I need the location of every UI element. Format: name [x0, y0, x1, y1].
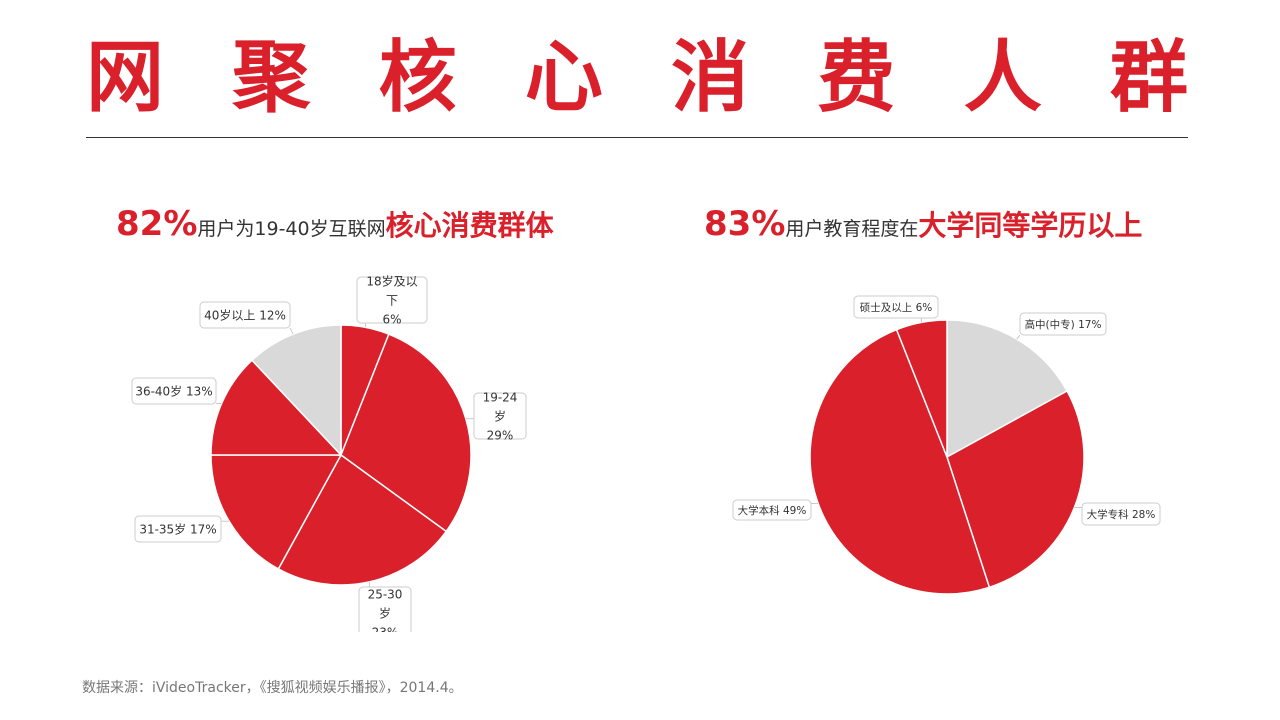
- pie-slice: [946, 319, 1069, 459]
- data-label: 硕士及以上 6%: [860, 301, 933, 314]
- data-label-box: [131, 377, 217, 405]
- data-label-box: [732, 499, 812, 521]
- pie-chart: 高中(中专) 17% 大学专科 28% 大学本科 49% 硕士及以上 6%: [732, 295, 1161, 595]
- leader-line: [1016, 334, 1021, 340]
- data-label: 40岁以上 12%: [204, 307, 286, 322]
- education-headline: 83% 用户教育程度在 大学同等学历以上: [704, 204, 1142, 254]
- data-label-box: [853, 295, 939, 319]
- data-label-box: [358, 586, 412, 632]
- data-label-box: [356, 276, 428, 324]
- data-label-box: [1019, 312, 1107, 336]
- age-headline-percent: 82%: [116, 204, 198, 244]
- data-label: 36-40岁 13%: [135, 383, 212, 398]
- pie-slice: [340, 333, 472, 533]
- age-headline: 82% 用户为19-40岁互联网 核心消费群体: [116, 204, 554, 254]
- leader-line: [289, 327, 294, 335]
- data-label: 大学专科 28%: [1087, 508, 1156, 521]
- pie-slice: [210, 359, 343, 456]
- data-label-box: [199, 301, 291, 329]
- title-char: 聚: [232, 33, 311, 123]
- data-label-box: [134, 515, 222, 543]
- age-headline-text: 用户为19-40岁互联网: [197, 218, 386, 240]
- data-label-box: [1081, 502, 1161, 526]
- data-label: 19-24 岁 29%: [483, 390, 518, 442]
- pie-slice: [250, 324, 342, 457]
- title-char: 人: [963, 33, 1042, 123]
- pie-slice: [946, 389, 1085, 589]
- title-char: 群: [1109, 33, 1188, 123]
- page-title: 网 聚 核 心 消 费 人 群: [86, 30, 1188, 126]
- title-char: 消: [671, 33, 750, 123]
- pie-slice: [210, 454, 343, 570]
- age-headline-emphasis: 核心消费群体: [385, 209, 554, 242]
- data-label: 31-35岁 17%: [139, 521, 216, 536]
- pie-slice: [277, 453, 448, 586]
- title-char: 心: [524, 33, 603, 123]
- data-label-box: [473, 392, 527, 440]
- education-headline-emphasis: 大学同等学历以上: [918, 209, 1143, 242]
- education-headline-text: 用户教育程度在: [785, 218, 919, 240]
- title-char: 网: [86, 33, 165, 123]
- data-label: 25-30 岁 23%: [368, 587, 403, 639]
- data-label: 18岁及以下 6%: [366, 273, 417, 326]
- title-divider: [86, 137, 1188, 138]
- title-char: 费: [817, 33, 896, 123]
- pie-slice: [809, 328, 991, 595]
- data-label: 大学本科 49%: [738, 504, 807, 517]
- pie-chart: 18岁及以下 6% 19-24 岁 29% 25-30 岁 23% 31-35岁 17% 36-4…: [131, 273, 527, 639]
- source-note: 数据来源：iVideoTracker，《搜狐视频娱乐播报》，2014.4。: [82, 680, 463, 696]
- title-char: 核: [378, 33, 457, 123]
- education-headline-percent: 83%: [704, 204, 786, 244]
- data-label: 高中(中专) 17%: [1025, 318, 1102, 331]
